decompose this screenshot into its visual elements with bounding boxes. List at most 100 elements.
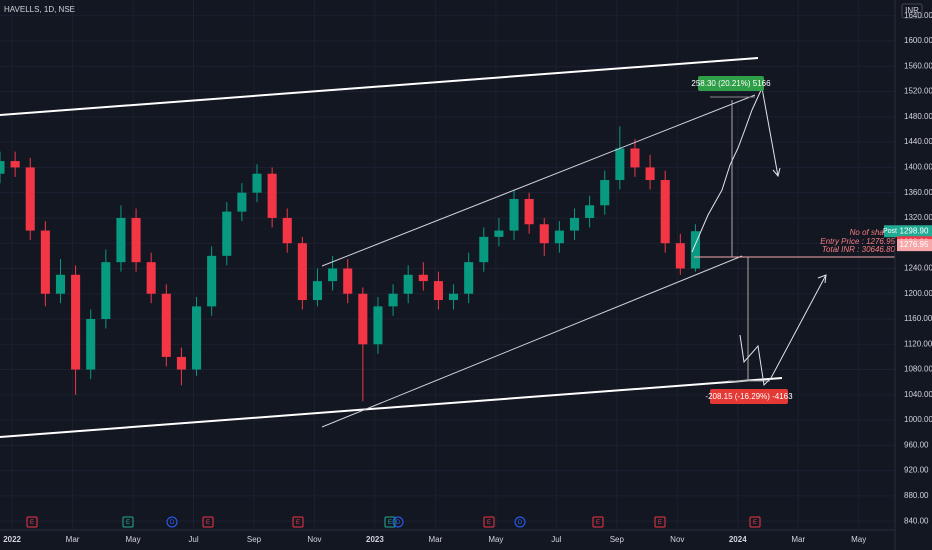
candle-body <box>539 224 549 244</box>
y-tick-label: 1320.00 <box>904 213 932 222</box>
price-tag <box>897 225 932 238</box>
candle-body <box>297 243 307 301</box>
y-tick-label: 1480.00 <box>904 112 932 121</box>
y-tick-label: 1560.00 <box>904 61 932 70</box>
event-label: E <box>753 520 757 526</box>
x-tick-label: 2022 <box>3 535 21 544</box>
x-tick-label: Mar <box>66 535 80 544</box>
x-tick-label: 2023 <box>366 535 384 544</box>
stop-box <box>710 389 788 404</box>
event-label: D <box>396 520 401 526</box>
price-tag-badge <box>884 225 897 238</box>
event-label: E <box>30 520 34 526</box>
x-tick-label: Jul <box>188 535 198 544</box>
y-tick-label: 1200.00 <box>904 289 932 298</box>
event-icon <box>392 516 404 528</box>
candle-body <box>10 161 20 168</box>
x-tick-label: Sep <box>247 535 262 544</box>
event-label: E <box>296 520 300 526</box>
currency-box <box>901 3 923 19</box>
candle-body <box>388 293 398 307</box>
note: Entry Price : 1276.95 <box>820 237 895 246</box>
arrow-head <box>772 167 781 178</box>
candle-body <box>176 356 186 370</box>
candle-body <box>55 274 66 294</box>
y-tick-label: 1040.00 <box>904 390 932 399</box>
candle-body <box>343 268 353 294</box>
projection-arrow <box>739 274 827 387</box>
candle-body <box>479 236 489 263</box>
x-tick-label: Sep <box>610 535 625 544</box>
candle-body <box>40 230 50 294</box>
candle-body <box>207 255 217 307</box>
event-icon <box>592 516 604 528</box>
candle-body <box>660 180 670 244</box>
candle-body <box>630 148 640 168</box>
note: No of shares <box>850 228 895 237</box>
drawings <box>0 57 895 438</box>
candles <box>0 126 700 402</box>
x-tick-label: May <box>488 535 503 544</box>
event-icon <box>483 516 495 528</box>
stop-label: -208.15 (-16.29%) -4163 <box>705 392 793 401</box>
grid <box>0 0 895 530</box>
candle-body <box>282 217 292 244</box>
channel-line <box>321 94 756 267</box>
candle-body <box>86 319 96 370</box>
y-tick-label: 1400.00 <box>904 163 932 172</box>
y-tick-label: 1440.00 <box>904 137 932 146</box>
candle-body <box>101 262 111 320</box>
event-icon <box>122 516 134 528</box>
price-tag-label: 1276.95 <box>900 240 929 249</box>
y-tick-label: 1160.00 <box>904 314 932 323</box>
event-icon <box>749 516 761 528</box>
y-tick-label: 880.00 <box>904 491 929 500</box>
channel-line <box>321 255 743 428</box>
candle-body <box>0 161 5 174</box>
candle-body <box>585 205 595 218</box>
x-tick-label: May <box>851 535 866 544</box>
y-tick-label: 1360.00 <box>904 188 932 197</box>
x-tick-label: Nov <box>670 535 684 544</box>
event-icon <box>514 516 526 528</box>
candle-body <box>328 268 338 282</box>
y-tick-label: 960.00 <box>904 440 929 449</box>
candle-body <box>131 217 141 263</box>
candle-body <box>494 230 504 237</box>
x-tick-label: Mar <box>791 535 805 544</box>
y-tick-label: 1240.00 <box>904 264 932 273</box>
candle-body <box>600 180 610 206</box>
axes: 840.00 880.00 920.00 960.00 1000.00 1040.00 10… <box>3 11 932 544</box>
candle-body <box>267 173 277 218</box>
y-tick-label: 920.00 <box>904 466 929 475</box>
event-label: E <box>126 520 130 526</box>
event-label: E <box>487 520 491 526</box>
x-tick-label: Nov <box>307 535 321 544</box>
candle-body <box>222 211 232 256</box>
candle-body <box>645 167 655 181</box>
candle-body <box>433 281 443 301</box>
y-tick-label: 1080.00 <box>904 365 932 374</box>
x-tick-label: Jul <box>551 535 561 544</box>
y-tick-label: 1120.00 <box>904 339 932 348</box>
x-tick-label: Mar <box>429 535 443 544</box>
target-label: 258.30 (20.21%) 5166 <box>691 79 771 88</box>
x-tick-label: May <box>125 535 140 544</box>
candle-body <box>161 293 171 357</box>
chart-title: HAVELLS, 1D, NSE <box>4 5 75 14</box>
y-tick-label: 1640.00 <box>904 11 932 20</box>
price-tag-badge-label: Post <box>883 228 897 235</box>
trend-line <box>0 57 759 116</box>
candle-body <box>509 198 519 231</box>
candle-body <box>464 262 474 294</box>
candle-body <box>569 217 580 231</box>
currency: INR <box>905 6 919 15</box>
event-label: D <box>518 520 523 526</box>
event-icon <box>654 516 666 528</box>
note: Total INR : 30646.80 <box>822 245 896 254</box>
candle-body <box>403 274 413 294</box>
candle-body <box>358 293 368 345</box>
